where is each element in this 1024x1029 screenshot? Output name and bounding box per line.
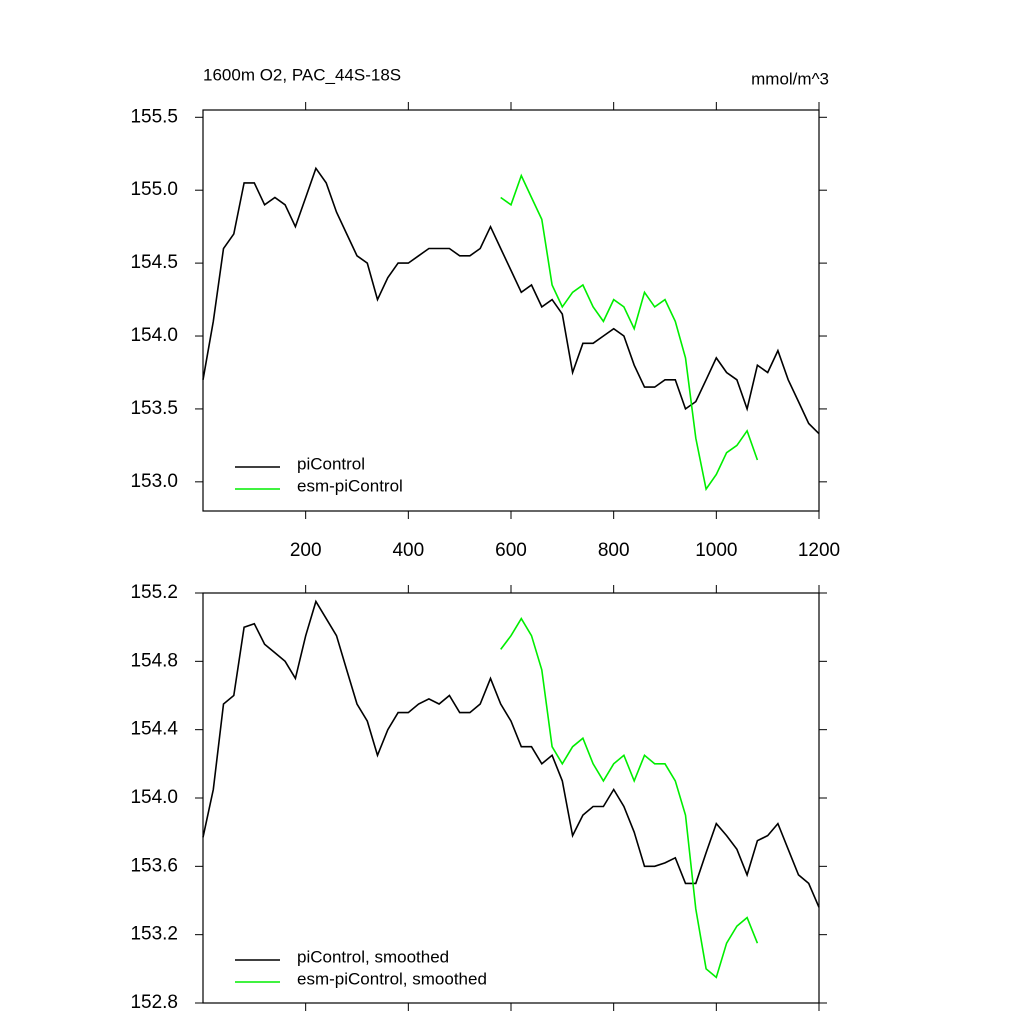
series-line	[202, 166, 820, 435]
chart-title: 1600m O2, PAC_44S-18S	[203, 65, 401, 84]
legend-label: esm-piControl	[297, 476, 403, 495]
y-tick-label: 155.2	[130, 582, 178, 603]
x-tick-label: 1200	[798, 540, 840, 561]
y-tick-label: 154.8	[130, 650, 178, 671]
x-tick-label: 600	[495, 540, 527, 561]
y-tick-label: 153.6	[130, 855, 178, 876]
y-tick-label: 154.5	[130, 252, 178, 273]
y-tick-label: 153.2	[130, 924, 178, 945]
y-tick-label: 153.0	[130, 471, 178, 492]
y-tick-label: 154.0	[130, 325, 178, 346]
units-label: mmol/m^3	[751, 69, 829, 88]
x-tick-label: 800	[598, 540, 630, 561]
y-tick-label: 152.8	[130, 992, 178, 1013]
y-tick-label: 154.4	[130, 719, 178, 740]
legend-label: piControl, smoothed	[297, 947, 449, 966]
series-line	[202, 599, 820, 908]
y-tick-label: 153.5	[130, 398, 178, 419]
x-tick-label: 400	[392, 540, 424, 561]
legend-label: esm-piControl, smoothed	[297, 969, 487, 988]
x-tick-label: 200	[290, 540, 322, 561]
series-line	[500, 617, 759, 979]
legend-label: piControl	[297, 454, 365, 473]
y-tick-label: 154.0	[130, 787, 178, 808]
y-tick-label: 155.0	[130, 179, 178, 200]
series-line	[500, 173, 759, 492]
y-tick-label: 155.5	[130, 106, 178, 127]
x-tick-label: 1000	[695, 540, 737, 561]
